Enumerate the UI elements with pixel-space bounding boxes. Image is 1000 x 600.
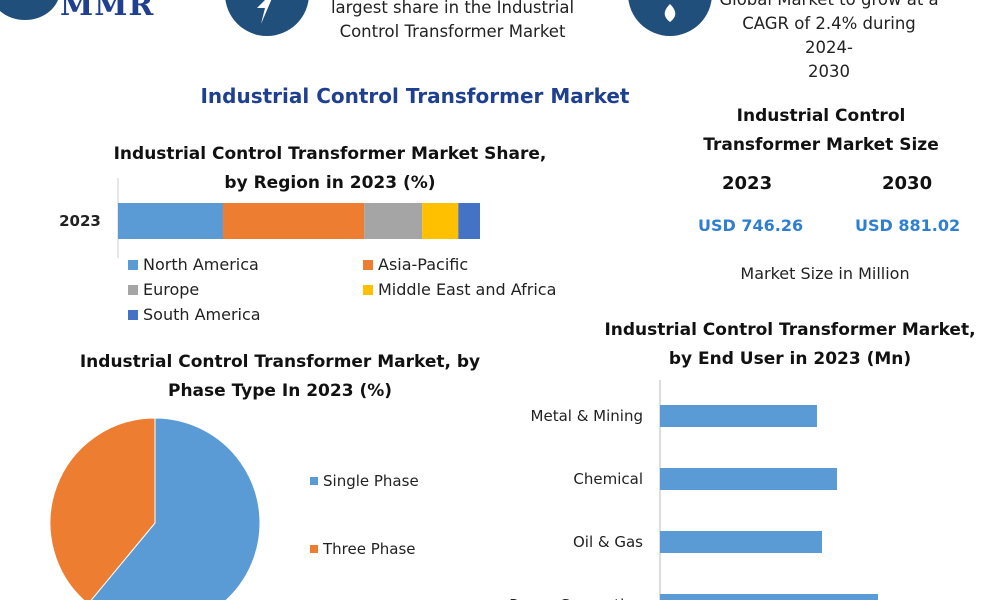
pie-legend-swatch-single-phase bbox=[310, 477, 318, 485]
enduser-label-oil-gas: Oil & Gas bbox=[573, 533, 643, 551]
enduser-bar-power-generation bbox=[660, 594, 878, 600]
pie-slice-three-phase bbox=[49, 417, 156, 600]
enduser-bar-chemical bbox=[660, 468, 837, 490]
region-bar-south-america bbox=[458, 203, 480, 239]
legend-swatch bbox=[363, 284, 373, 295]
logo-text: MMR bbox=[60, 0, 155, 23]
region-bar-asia-pacific bbox=[222, 203, 365, 239]
region-stacked-bar-chart: 2023 bbox=[59, 178, 480, 258]
size-year-2030: 2030 bbox=[882, 173, 933, 194]
region-legend-europe: Europe bbox=[128, 280, 199, 299]
phase-pie-chart: Single Phase Three Phase bbox=[49, 417, 419, 600]
size-value-2030: USD 881.02 bbox=[855, 216, 961, 235]
banner2-line2: CAGR of 2.4% during 2024- bbox=[742, 14, 916, 57]
banner-text-share: largest share in the Industrial Control … bbox=[320, 0, 585, 44]
pie-slice-single-phase bbox=[90, 417, 261, 600]
region-legend-asia-pacific: Asia-Pacific bbox=[363, 255, 468, 274]
size-unit-note: Market Size in Million bbox=[740, 264, 910, 283]
region-bar-north-america bbox=[118, 203, 223, 239]
legend-label: Europe bbox=[143, 280, 200, 299]
enduser-label-metal-mining: Metal & Mining bbox=[531, 407, 643, 425]
pie-legend-label-three-phase: Three Phase bbox=[322, 540, 416, 558]
enduser-bar-chart: Metal & Mining Chemical Oil & Gas Power Gen… bbox=[509, 380, 878, 600]
region-bar-europe bbox=[364, 203, 423, 239]
legend-swatch bbox=[128, 259, 138, 270]
banner1-line2: Control Transformer Market bbox=[339, 22, 566, 41]
region-bar-middle-east-and-africa bbox=[422, 203, 459, 239]
lightning-icon bbox=[225, 0, 309, 36]
market-size-title: Industrial Control Transformer Market Si… bbox=[703, 106, 939, 155]
region-legend-north-america: North America bbox=[128, 255, 259, 274]
enduser-label-chemical: Chemical bbox=[573, 470, 643, 488]
size-year-2023: 2023 bbox=[722, 173, 773, 194]
banner2-line1: Global Market to grow at a bbox=[718, 0, 940, 12]
region-legend-middle-east-and-africa: Middle East and Africa bbox=[363, 280, 556, 299]
banner1-line1: largest share in the Industrial bbox=[330, 0, 575, 17]
enduser-bar-oil-gas bbox=[660, 531, 822, 553]
legend-label: South America bbox=[143, 305, 261, 324]
legend-swatch bbox=[363, 259, 373, 270]
enduser-bar-metal-mining bbox=[660, 405, 817, 427]
legend-swatch bbox=[128, 309, 138, 320]
pie-legend-label-single-phase: Single Phase bbox=[323, 472, 419, 490]
legend-label: Asia-Pacific bbox=[378, 255, 469, 274]
logo-globe-icon bbox=[0, 0, 60, 20]
phase-chart-title: Industrial Control Transformer Market, b… bbox=[79, 352, 481, 401]
size-value-2023: USD 746.26 bbox=[698, 216, 804, 235]
pie-legend-swatch-three-phase bbox=[310, 545, 318, 553]
legend-label: Middle East and Africa bbox=[378, 280, 557, 299]
banner2-line3: 2030 bbox=[808, 62, 850, 81]
enduser-chart-title: Industrial Control Transformer Market, b… bbox=[604, 320, 976, 369]
legend-swatch bbox=[128, 284, 138, 295]
flame-icon bbox=[628, 0, 712, 36]
enduser-label-power-generation: Power Generation bbox=[509, 596, 643, 600]
region-chart-title: Industrial Control Transformer Market Sh… bbox=[113, 144, 547, 193]
legend-label: North America bbox=[143, 255, 259, 274]
region-legend-south-america: South America bbox=[128, 305, 261, 324]
region-category-label: 2023 bbox=[59, 212, 101, 230]
main-title: Industrial Control Transformer Market bbox=[200, 84, 630, 108]
banner-text-cagr: Global Market to grow at a CAGR of 2.4% … bbox=[718, 0, 940, 84]
